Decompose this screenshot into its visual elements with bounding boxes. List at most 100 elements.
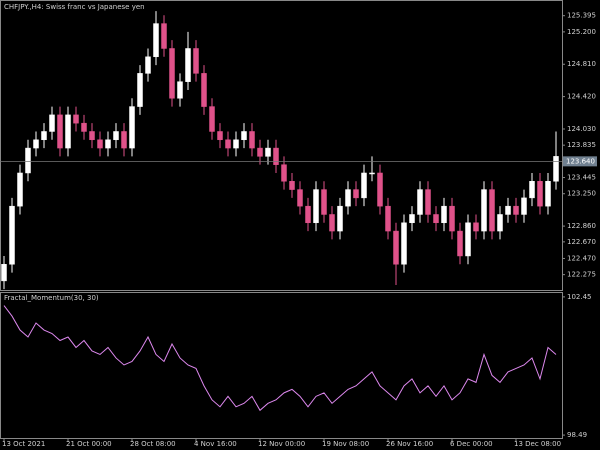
candle-body (457, 230, 463, 257)
candle-body (553, 156, 559, 182)
y-tick-label: 123.835 (567, 141, 596, 149)
x-tick-label: 21 Oct 00:00 (66, 440, 112, 448)
x-tick-label: 26 Nov 16:00 (386, 440, 433, 448)
candle-body (321, 189, 327, 215)
candle-body (25, 147, 31, 174)
candle-body (41, 131, 47, 141)
candle-body (89, 131, 95, 141)
candle-body (425, 189, 431, 215)
candle-body (65, 114, 71, 149)
candle-body (505, 205, 511, 215)
candle-body (497, 214, 503, 232)
candle-body (409, 214, 415, 224)
y-tick-label: 124.810 (567, 60, 596, 68)
candle-body (313, 189, 319, 224)
chart-title: CHFJPY.,H4: Swiss franc vs Japanese yen (4, 3, 145, 11)
candle-body (9, 205, 15, 265)
candle-body (185, 48, 191, 82)
candle-body (57, 114, 63, 149)
candle-body (305, 205, 311, 224)
y-tick-label: 125.395 (567, 12, 596, 20)
y-tick-label: 122.670 (567, 238, 596, 246)
candle-body (73, 114, 79, 124)
candle-body (17, 172, 23, 207)
candle-body (345, 189, 351, 207)
candle-body (49, 114, 55, 132)
candle-body (177, 81, 183, 99)
candle-body (473, 222, 479, 232)
candle-body (129, 106, 135, 149)
candle-body (217, 131, 223, 141)
candle-body (337, 205, 343, 232)
candle-body (433, 214, 439, 224)
candle-body (121, 131, 127, 149)
x-tick-label: 12 Nov 00:00 (258, 440, 305, 448)
candle-body (113, 131, 119, 141)
y-tick-label: 125.200 (567, 28, 596, 36)
candle-body (441, 205, 447, 224)
candle-body (361, 172, 367, 199)
candle-body (249, 131, 255, 149)
x-tick-label: 4 Nov 16:00 (194, 440, 237, 448)
candle-body (81, 122, 87, 132)
indicator-title: Fractal_Momentum(30, 30) (4, 294, 99, 302)
candle-body (105, 139, 111, 149)
y-tick-label: 122.470 (567, 254, 596, 262)
y-tick-label: 124.030 (567, 125, 596, 133)
candle-body (521, 197, 527, 215)
candle-body (329, 214, 335, 232)
candle-body (1, 264, 7, 282)
y-tick-label: 98.49 (567, 431, 587, 439)
candle-body (393, 230, 399, 265)
y-tick-label: 124.420 (567, 93, 596, 101)
candle-body (537, 181, 543, 207)
candle-body (233, 139, 239, 149)
candle-body (201, 73, 207, 107)
candle-body (465, 222, 471, 257)
candle-body (377, 172, 383, 207)
candle-body (169, 48, 175, 99)
x-tick-label: 28 Oct 08:00 (130, 440, 176, 448)
candle-body (401, 222, 407, 265)
candle-body (297, 189, 303, 207)
candle-body (153, 23, 159, 58)
candle-body (289, 181, 295, 190)
candle-body (385, 205, 391, 232)
candle-body (33, 139, 39, 149)
candle-body (273, 147, 279, 165)
y-tick-label: 122.275 (567, 271, 596, 279)
candle-body (265, 147, 271, 157)
candle-body (145, 56, 151, 74)
x-tick-label: 6 Dec 00:00 (450, 440, 493, 448)
last-price-box (563, 156, 597, 167)
candle-body (513, 205, 519, 215)
x-tick-label: 13 Dec 08:00 (514, 440, 561, 448)
candle-body (257, 147, 263, 157)
last-price-label: 123.640 (566, 157, 595, 165)
y-tick-label: 102.45 (567, 293, 592, 301)
candle-body (545, 181, 551, 207)
indicator-panel (0, 292, 563, 439)
candle-body (449, 205, 455, 232)
candle-body (209, 106, 215, 132)
candle-body (417, 189, 423, 215)
candle-body (225, 139, 231, 149)
candle-body (529, 181, 535, 199)
candle-body (481, 189, 487, 232)
candle-body (369, 172, 375, 175)
candle-body (193, 48, 199, 74)
y-tick-label: 123.250 (567, 190, 596, 198)
candle-body (161, 23, 167, 49)
indicator-line (3, 305, 557, 412)
x-tick-label: 19 Nov 08:00 (322, 440, 369, 448)
candle-body (489, 189, 495, 232)
candle-body (281, 164, 287, 182)
y-tick-label: 122.860 (567, 222, 596, 230)
candle-body (353, 189, 359, 199)
y-tick-label: 123.445 (567, 174, 596, 182)
candle-body (241, 131, 247, 141)
candle-body (97, 139, 103, 149)
x-tick-label: 13 Oct 2021 (2, 440, 45, 448)
